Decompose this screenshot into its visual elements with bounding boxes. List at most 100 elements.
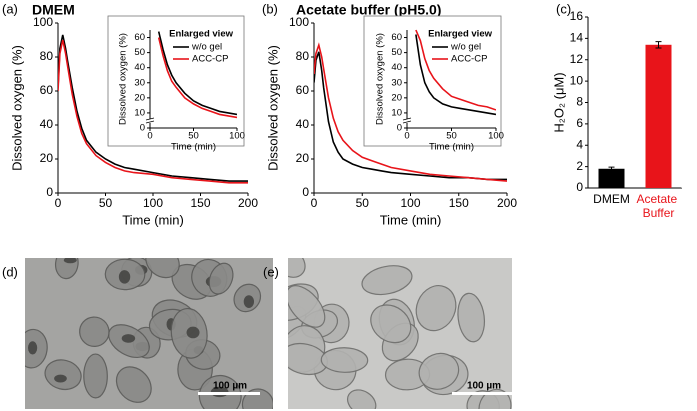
- chart-title: Acetate buffer (pH5.0): [296, 2, 441, 18]
- panel-label: (b): [262, 1, 278, 16]
- chart-title: DMEM: [32, 2, 75, 18]
- cell: [418, 352, 460, 390]
- scale-bar: [198, 392, 260, 395]
- y-tick-label: 20: [296, 151, 310, 165]
- y-tick-label: 6: [576, 116, 583, 130]
- axis-break: [402, 117, 412, 124]
- cell: [79, 316, 110, 347]
- cell: [320, 347, 369, 373]
- cell: [361, 265, 413, 296]
- y-tick-label: 10: [134, 107, 145, 118]
- x-tick-label: 200: [497, 196, 517, 210]
- x-tick-label: 50: [99, 196, 113, 210]
- bar: [598, 168, 625, 188]
- y-axis-label: Dissolved oxygen (%): [375, 33, 386, 125]
- cell: [241, 388, 273, 409]
- y-tick-label: 0: [140, 123, 145, 134]
- y-tick-label: 8: [576, 95, 583, 109]
- y-tick-label: 2: [576, 159, 583, 173]
- cell: [115, 366, 152, 403]
- series-line: [415, 34, 496, 116]
- y-tick-label: 40: [391, 62, 402, 73]
- x-tick-label: 0: [147, 131, 152, 142]
- x-tick-label: 100: [488, 131, 504, 142]
- panel-label: (a): [2, 1, 18, 16]
- series-line: [314, 42, 507, 182]
- y-tick-label: 14: [570, 31, 584, 45]
- y-tick-label: 40: [40, 117, 54, 131]
- y-tick-label: 20: [40, 151, 54, 165]
- x-tick-label: 150: [190, 196, 210, 210]
- dark-spot: [118, 270, 131, 284]
- y-tick-label: 60: [296, 83, 310, 97]
- y-tick-label: 60: [40, 83, 54, 97]
- cell: [370, 304, 412, 344]
- legend-title: Enlarged view: [428, 29, 492, 40]
- panel-label: (d): [2, 264, 18, 279]
- axis-break-gap: [146, 119, 154, 123]
- y-tick-label: 60: [134, 32, 145, 43]
- y-tick-label: 16: [570, 9, 584, 23]
- x-tick-label: 50: [188, 131, 199, 142]
- micrograph: [288, 258, 512, 409]
- y-tick-label: 20: [391, 92, 402, 103]
- error-bar: [608, 166, 615, 171]
- error-bar-line: [608, 166, 615, 171]
- legend-label: ACC-CP: [192, 54, 228, 65]
- x-tick-label: 150: [449, 196, 469, 210]
- error-bar-line: [655, 41, 662, 49]
- y-tick-label: 50: [134, 47, 145, 58]
- cell: [288, 285, 326, 328]
- dark-spot: [63, 258, 77, 264]
- error-bar: [655, 41, 662, 49]
- x-tick-label: DMEM: [593, 192, 630, 206]
- x-tick-label: 50: [446, 131, 457, 142]
- y-tick-label: 30: [134, 77, 145, 88]
- panel-label: (e): [263, 264, 279, 279]
- y-tick-label: 0: [46, 185, 53, 199]
- y-tick-label: 100: [289, 15, 309, 29]
- x-tick-label: 100: [400, 196, 420, 210]
- y-tick-label: 12: [570, 52, 584, 66]
- y-tick-label: 10: [570, 73, 584, 87]
- legend-label: w/o gel: [191, 42, 222, 53]
- y-tick-label: 0: [397, 123, 402, 134]
- legend-label: ACC-CP: [451, 54, 487, 65]
- y-axis-label: Dissolved oxygen (%): [118, 33, 129, 125]
- y-tick-label: 0: [576, 180, 583, 194]
- series-line: [415, 29, 496, 111]
- cell: [44, 359, 82, 391]
- series-line: [157, 37, 237, 119]
- y-tick-label: 80: [40, 49, 54, 63]
- y-tick-label: 0: [302, 185, 309, 199]
- x-tick-label: Acetate Buffer: [636, 192, 680, 220]
- cell: [415, 285, 457, 332]
- cell: [54, 258, 79, 280]
- y-axis-label: Dissolved oxygen (%): [9, 45, 24, 171]
- y-tick-label: 10: [391, 107, 402, 118]
- y-tick-label: 20: [134, 92, 145, 103]
- x-axis-label: Time (min): [429, 142, 474, 153]
- y-tick-label: 4: [576, 137, 583, 151]
- series-line: [58, 39, 248, 184]
- micrograph: [25, 258, 273, 409]
- cell: [83, 353, 108, 399]
- cell: [346, 389, 377, 409]
- y-tick-label: 40: [134, 62, 145, 73]
- cell: [145, 258, 180, 279]
- dark-spot: [243, 295, 255, 308]
- axis-break: [145, 117, 155, 124]
- dark-spot: [27, 341, 38, 355]
- cell: [208, 262, 234, 295]
- legend-label: w/o gel: [450, 42, 481, 53]
- legend-title: Enlarged view: [169, 29, 233, 40]
- x-tick-label: 0: [404, 131, 409, 142]
- series-line: [157, 31, 237, 116]
- x-tick-label-line: Acetate: [636, 192, 680, 206]
- x-axis-label: Time (min): [171, 142, 216, 153]
- x-tick-label: 100: [143, 196, 163, 210]
- dark-spot: [121, 334, 136, 343]
- x-tick-label: 200: [238, 196, 258, 210]
- scale-bar-label: 100 µm: [213, 381, 247, 392]
